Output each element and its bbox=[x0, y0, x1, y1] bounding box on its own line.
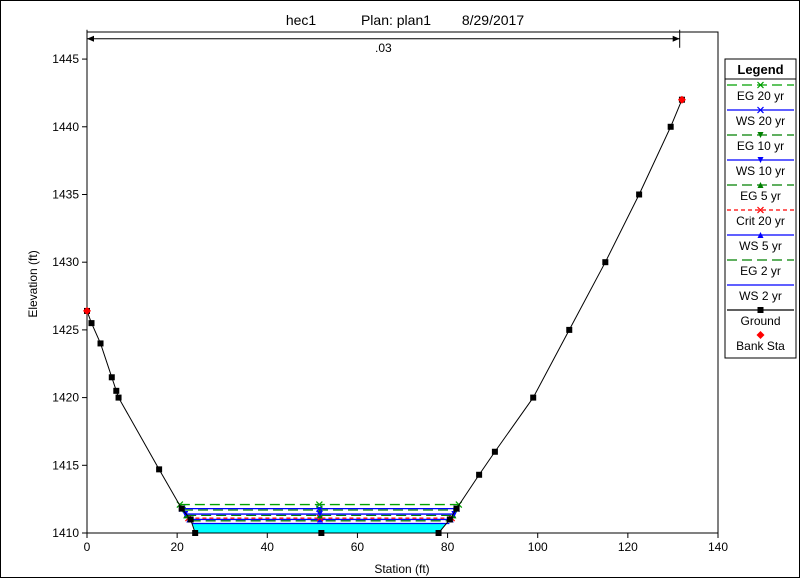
title-date: 8/29/2017 bbox=[462, 12, 524, 28]
legend-label-crit-20-yr: Crit 20 yr bbox=[736, 214, 785, 228]
legend-marker-eg-10-yr bbox=[757, 132, 764, 138]
legend-marker-eg-20-yr-b bbox=[757, 81, 764, 89]
water-fill bbox=[192, 523, 447, 533]
legend-marker-bank-sta bbox=[756, 331, 765, 339]
ground-point-16 bbox=[530, 394, 537, 401]
legend: Legend EG 20 yr WS 20 yr EG 10 yr WS 10 yr EG… bbox=[724, 58, 797, 359]
series-eg-20-yr-point-1 bbox=[315, 501, 323, 508]
ground-point-19 bbox=[636, 191, 643, 198]
ground-point-9 bbox=[192, 530, 199, 536]
annotation-arrow-right bbox=[672, 35, 680, 42]
ground-point-7 bbox=[178, 505, 185, 512]
x-tick-label-60: 60 bbox=[351, 540, 365, 554]
x-tick-label-40: 40 bbox=[261, 540, 275, 554]
y-tick-label-1445: 1445 bbox=[52, 52, 79, 66]
ground-point-4 bbox=[113, 387, 120, 394]
x-tick-label-100: 100 bbox=[528, 540, 548, 554]
series-ws-10-yr-point-1 bbox=[316, 511, 323, 518]
y-tick-label-1435: 1435 bbox=[52, 187, 79, 201]
ground-point-10 bbox=[318, 530, 325, 536]
legend-label-ws-20-yr: WS 20 yr bbox=[736, 114, 785, 128]
x-tick-label-120: 120 bbox=[618, 540, 638, 554]
series-eg-5-yr-point-0 bbox=[183, 512, 190, 519]
x-tick-label-0: 0 bbox=[84, 540, 91, 554]
legend-label-eg-5-yr: EG 5 yr bbox=[740, 189, 781, 203]
legend-label-ws-5-yr: WS 5 yr bbox=[739, 239, 782, 253]
y-tick-label-1420: 1420 bbox=[52, 391, 79, 405]
ground-point-3 bbox=[108, 374, 115, 381]
y-tick-label-1410: 1410 bbox=[52, 526, 79, 540]
bank-station-point-1 bbox=[677, 95, 686, 104]
title-name: hec1 bbox=[286, 12, 317, 28]
legend-label-ground: Ground bbox=[740, 314, 780, 328]
ground-point-13 bbox=[453, 505, 460, 512]
ground-point-12 bbox=[446, 516, 453, 523]
ground-point-20 bbox=[667, 123, 674, 130]
ground-point-1 bbox=[88, 320, 95, 327]
y-tick-label-1425: 1425 bbox=[52, 323, 79, 337]
ground-point-11 bbox=[435, 530, 442, 536]
x-axis-label: Station (ft) bbox=[374, 562, 429, 576]
y-axis-label: Elevation (ft) bbox=[26, 250, 40, 317]
ground-point-6 bbox=[156, 466, 163, 473]
legend-marker-eg-20-yr bbox=[757, 81, 764, 89]
series-ws-10-yr-point-2 bbox=[451, 511, 458, 518]
series-eg-20-yr-point-1-b bbox=[315, 501, 323, 508]
bank-station-point-0 bbox=[83, 306, 91, 315]
legend-label-ws-2-yr: WS 2 yr bbox=[739, 289, 782, 303]
x-tick-label-80: 80 bbox=[441, 540, 455, 554]
annotation-arrow-left bbox=[87, 35, 94, 42]
legend-marker-eg-5-yr bbox=[757, 182, 764, 188]
legend-marker-ws-10-yr bbox=[757, 157, 764, 163]
ground-point-17 bbox=[566, 326, 573, 333]
legend-label-eg-2-yr: EG 2 yr bbox=[740, 264, 781, 278]
ground-point-15 bbox=[491, 448, 498, 455]
legend-title: Legend bbox=[737, 62, 783, 77]
y-tick-label-1430: 1430 bbox=[52, 255, 79, 269]
legend-label-bank-sta: Bank Sta bbox=[736, 339, 785, 353]
legend-label-eg-10-yr: EG 10 yr bbox=[737, 139, 784, 153]
ground-point-2 bbox=[97, 340, 104, 347]
ground-point-5 bbox=[115, 394, 122, 401]
legend-label-ws-10-yr: WS 10 yr bbox=[736, 164, 785, 178]
series-ws-10-yr-point-0 bbox=[182, 511, 189, 518]
ground-point-18 bbox=[602, 259, 609, 266]
x-tick-label-20: 20 bbox=[170, 540, 184, 554]
legend-marker-crit-20-yr bbox=[757, 206, 764, 214]
x-tick-label-140: 140 bbox=[708, 540, 728, 554]
y-tick-label-1415: 1415 bbox=[52, 458, 79, 472]
legend-marker-crit-20-yr-b bbox=[757, 206, 764, 214]
chart-title: hec1 Plan: plan1 8/29/2017 bbox=[286, 12, 525, 28]
annotation-label: .03 bbox=[375, 41, 392, 55]
legend-marker-ground bbox=[757, 307, 764, 313]
legend-marker-ws-20-yr-b bbox=[757, 106, 764, 114]
legend-marker-ws-20-yr bbox=[757, 106, 764, 114]
series-ground-line bbox=[86, 99, 683, 534]
ground-point-14 bbox=[476, 471, 483, 478]
y-tick-label-1440: 1440 bbox=[52, 120, 79, 134]
legend-marker-ws-5-yr bbox=[757, 232, 764, 238]
legend-label-eg-20-yr: EG 20 yr bbox=[737, 89, 784, 103]
series-ws-5-yr-point-1 bbox=[317, 516, 324, 523]
plot-area bbox=[86, 31, 719, 534]
ground-point-8 bbox=[187, 516, 194, 523]
title-plan: Plan: plan1 bbox=[361, 12, 431, 28]
